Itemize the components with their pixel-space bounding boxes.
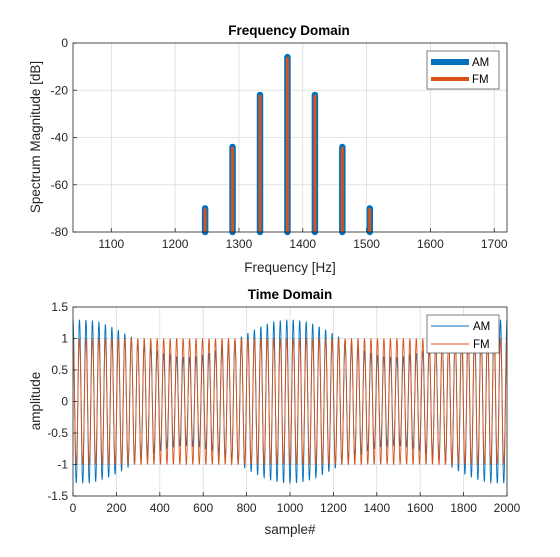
x-tick-label: 1600 — [417, 237, 444, 251]
chart-title: Frequency Domain — [228, 23, 350, 38]
y-tick-label: 1.5 — [51, 300, 68, 314]
x-tick-label: 1000 — [277, 501, 304, 515]
x-tick-label: 1400 — [289, 237, 316, 251]
y-tick-label: 0 — [61, 36, 68, 50]
y-tick-label: -1.5 — [47, 489, 68, 503]
x-tick-label: 2000 — [494, 501, 521, 515]
legend-box — [426, 314, 500, 354]
legend-label-fm: FM — [472, 74, 489, 86]
y-tick-label: -20 — [51, 83, 69, 97]
y-axis-label: amplitude — [28, 372, 43, 431]
y-tick-label: -80 — [51, 225, 69, 239]
x-tick-label: 0 — [70, 501, 77, 515]
x-tick-label: 1700 — [481, 237, 508, 251]
x-tick-label: 1100 — [98, 237, 124, 251]
legend-label-am: AM — [472, 57, 489, 69]
x-tick-label: 1200 — [162, 237, 189, 251]
y-tick-label: -60 — [51, 178, 69, 192]
spectrum-bars — [201, 53, 374, 236]
legend: AM FM — [426, 50, 500, 90]
frequency-domain-chart: Frequency Domain 1100 1200 1300 1400 1500 160… — [28, 23, 508, 275]
y-tick-label: -40 — [51, 131, 69, 145]
y-tick-label: -0.5 — [47, 426, 68, 440]
legend: AM FM — [426, 314, 500, 354]
x-tick-label: 1200 — [320, 501, 347, 515]
x-tick-label: 1500 — [353, 237, 380, 251]
x-tick-label: 200 — [106, 501, 126, 515]
fm-signal-line — [72, 336, 508, 467]
x-tick-label: 1400 — [363, 501, 390, 515]
x-tick-label: 1600 — [407, 501, 434, 515]
y-tick-label: 0.5 — [51, 363, 68, 377]
x-tick-label: 600 — [193, 501, 213, 515]
legend-label-am: AM — [473, 321, 490, 333]
y-tick-label: 1 — [61, 332, 68, 346]
y-tick-label: 0 — [61, 395, 68, 409]
tick-labels: 0 200 400 600 800 1000 1200 1400 1600 1800 2000 1.5… — [47, 300, 520, 515]
tick-labels: 1100 1200 1300 1400 1500 1600 1700 0 -20 -40 -60 -8… — [51, 36, 508, 251]
chart-title: Time Domain — [248, 287, 333, 302]
legend-box — [426, 50, 500, 90]
x-axis-label: sample# — [264, 522, 316, 537]
y-axis-label: Spectrum Magnitude [dB] — [28, 61, 43, 213]
x-tick-label: 400 — [150, 501, 170, 515]
x-axis-label: Frequency [Hz] — [244, 260, 336, 275]
signal-lines — [72, 319, 508, 485]
time-domain-chart: Time Domain 0 200 400 600 800 1000 1200 1400 160… — [28, 287, 521, 537]
y-tick-label: -1 — [57, 458, 68, 472]
legend-label-fm: FM — [473, 339, 490, 351]
x-tick-label: 1300 — [226, 237, 253, 251]
x-tick-label: 800 — [237, 501, 257, 515]
x-tick-label: 1800 — [450, 501, 477, 515]
